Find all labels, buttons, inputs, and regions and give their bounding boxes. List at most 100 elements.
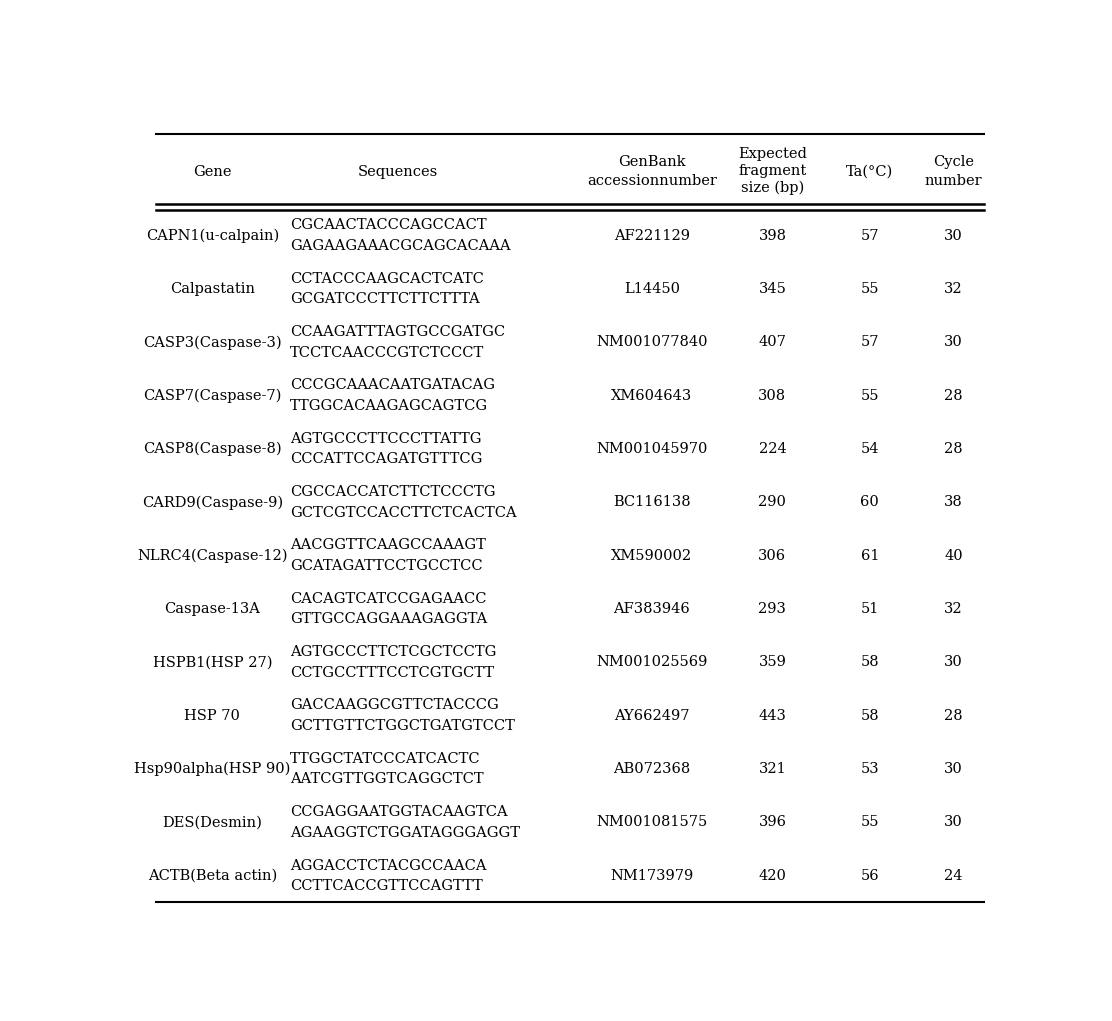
Text: 30: 30 bbox=[944, 762, 963, 776]
Text: NM001077840: NM001077840 bbox=[596, 335, 707, 349]
Text: 28: 28 bbox=[944, 709, 963, 723]
Text: CCTACCCAAGCACTCATC: CCTACCCAAGCACTCATC bbox=[290, 272, 484, 286]
Text: GCATAGATTCCTGCCTCC: GCATAGATTCCTGCCTCC bbox=[290, 558, 483, 573]
Text: 40: 40 bbox=[944, 548, 963, 563]
Text: 57: 57 bbox=[861, 229, 880, 243]
Text: Calpastatin: Calpastatin bbox=[170, 282, 255, 296]
Text: GAGAAGAAACGCAGCACAAA: GAGAAGAAACGCAGCACAAA bbox=[290, 239, 510, 253]
Text: NM001025569: NM001025569 bbox=[596, 655, 707, 670]
Text: CARD9(Caspase-9): CARD9(Caspase-9) bbox=[141, 495, 282, 509]
Text: NM001081575: NM001081575 bbox=[596, 816, 707, 829]
Text: 60: 60 bbox=[861, 495, 880, 509]
Text: 30: 30 bbox=[944, 816, 963, 829]
Text: GCTCGTCCACCTTCTCACTCA: GCTCGTCCACCTTCTCACTCA bbox=[290, 505, 516, 520]
Text: 32: 32 bbox=[944, 602, 963, 616]
Text: 53: 53 bbox=[861, 762, 880, 776]
Text: GCTTGTTCTGGCTGATGTCCT: GCTTGTTCTGGCTGATGTCCT bbox=[290, 719, 515, 733]
Text: TTGGCACAAGAGCAGTCG: TTGGCACAAGAGCAGTCG bbox=[290, 399, 488, 412]
Text: AF383946: AF383946 bbox=[614, 602, 691, 616]
Text: 407: 407 bbox=[758, 335, 786, 349]
Text: Hsp90alpha(HSP 90): Hsp90alpha(HSP 90) bbox=[135, 762, 290, 776]
Text: 396: 396 bbox=[758, 816, 786, 829]
Text: GenBank: GenBank bbox=[618, 155, 686, 169]
Text: CCGAGGAATGGTACAAGTCA: CCGAGGAATGGTACAAGTCA bbox=[290, 806, 507, 819]
Text: TTGGCTATCCCATCACTC: TTGGCTATCCCATCACTC bbox=[290, 751, 480, 766]
Text: CAPN1(u-calpain): CAPN1(u-calpain) bbox=[146, 229, 279, 243]
Text: 224: 224 bbox=[758, 442, 786, 456]
Text: AATCGTTGGTCAGGCTCT: AATCGTTGGTCAGGCTCT bbox=[290, 772, 484, 786]
Text: Gene: Gene bbox=[193, 164, 231, 179]
Text: 51: 51 bbox=[861, 602, 878, 616]
Text: CCCATTCCAGATGTTTCG: CCCATTCCAGATGTTTCG bbox=[290, 452, 483, 467]
Text: 55: 55 bbox=[861, 282, 880, 296]
Text: XM590002: XM590002 bbox=[612, 548, 693, 563]
Text: 30: 30 bbox=[944, 655, 963, 670]
Text: NLRC4(Caspase-12): NLRC4(Caspase-12) bbox=[137, 548, 288, 563]
Text: CGCCACCATCTTCTCCCTG: CGCCACCATCTTCTCCCTG bbox=[290, 485, 495, 499]
Text: CASP3(Caspase-3): CASP3(Caspase-3) bbox=[143, 335, 281, 349]
Text: AGGACCTCTACGCCAACA: AGGACCTCTACGCCAACA bbox=[290, 859, 486, 873]
Text: 55: 55 bbox=[861, 816, 880, 829]
Text: 308: 308 bbox=[758, 389, 786, 402]
Text: GTTGCCAGGAAAGAGGTA: GTTGCCAGGAAAGAGGTA bbox=[290, 613, 487, 626]
Text: Caspase-13A: Caspase-13A bbox=[165, 602, 260, 616]
Text: 290: 290 bbox=[758, 495, 786, 509]
Text: AACGGTTCAAGCCAAAGT: AACGGTTCAAGCCAAAGT bbox=[290, 538, 486, 552]
Text: 306: 306 bbox=[758, 548, 786, 563]
Text: 57: 57 bbox=[861, 335, 880, 349]
Text: 321: 321 bbox=[758, 762, 786, 776]
Text: AGTGCCCTTCCCTTATTG: AGTGCCCTTCCCTTATTG bbox=[290, 432, 481, 446]
Text: 24: 24 bbox=[944, 869, 963, 883]
Text: CGCAACTACCCAGCCACT: CGCAACTACCCAGCCACT bbox=[290, 218, 486, 233]
Text: AGAAGGTCTGGATAGGGAGGT: AGAAGGTCTGGATAGGGAGGT bbox=[290, 826, 519, 839]
Text: 28: 28 bbox=[944, 389, 963, 402]
Text: 398: 398 bbox=[758, 229, 786, 243]
Text: NM001045970: NM001045970 bbox=[596, 442, 707, 456]
Text: 420: 420 bbox=[758, 869, 786, 883]
Text: 293: 293 bbox=[758, 602, 786, 616]
Text: CCTGCCTTTCCTCGTGCTT: CCTGCCTTTCCTCGTGCTT bbox=[290, 666, 494, 680]
Text: AGTGCCCTTCTCGCTCCTG: AGTGCCCTTCTCGCTCCTG bbox=[290, 645, 496, 660]
Text: Expected: Expected bbox=[738, 147, 807, 161]
Text: size (bp): size (bp) bbox=[741, 180, 804, 195]
Text: XM604643: XM604643 bbox=[612, 389, 693, 402]
Text: 359: 359 bbox=[758, 655, 786, 670]
Text: 28: 28 bbox=[944, 442, 963, 456]
Text: Ta(°C): Ta(°C) bbox=[846, 164, 893, 179]
Text: GACCAAGGCGTTCTACCCG: GACCAAGGCGTTCTACCCG bbox=[290, 698, 498, 713]
Text: accessionnumber: accessionnumber bbox=[587, 175, 717, 188]
Text: 54: 54 bbox=[861, 442, 880, 456]
Text: HSP 70: HSP 70 bbox=[185, 709, 240, 723]
Text: number: number bbox=[924, 175, 982, 188]
Text: 56: 56 bbox=[861, 869, 880, 883]
Text: AY662497: AY662497 bbox=[614, 709, 689, 723]
Text: fragment: fragment bbox=[738, 163, 806, 178]
Text: AB072368: AB072368 bbox=[613, 762, 691, 776]
Text: Cycle: Cycle bbox=[933, 155, 974, 169]
Text: NM173979: NM173979 bbox=[610, 869, 694, 883]
Text: DES(Desmin): DES(Desmin) bbox=[162, 816, 262, 829]
Text: 345: 345 bbox=[758, 282, 786, 296]
Text: 32: 32 bbox=[944, 282, 963, 296]
Text: 30: 30 bbox=[944, 229, 963, 243]
Text: CACAGTCATCCGAGAACC: CACAGTCATCCGAGAACC bbox=[290, 592, 486, 605]
Text: 30: 30 bbox=[944, 335, 963, 349]
Text: CASP7(Caspase-7): CASP7(Caspase-7) bbox=[143, 388, 281, 403]
Text: CCAAGATTTAGTGCCGATGC: CCAAGATTTAGTGCCGATGC bbox=[290, 325, 505, 339]
Text: 58: 58 bbox=[861, 655, 880, 670]
Text: 443: 443 bbox=[758, 709, 786, 723]
Text: L14450: L14450 bbox=[624, 282, 679, 296]
Text: Sequences: Sequences bbox=[357, 164, 438, 179]
Text: 55: 55 bbox=[861, 389, 880, 402]
Text: ACTB(Beta actin): ACTB(Beta actin) bbox=[148, 869, 277, 883]
Text: TCCTCAACCCGTCTCCCT: TCCTCAACCCGTCTCCCT bbox=[290, 345, 484, 359]
Text: 38: 38 bbox=[944, 495, 963, 509]
Text: CASP8(Caspase-8): CASP8(Caspase-8) bbox=[143, 442, 281, 456]
Text: AF221129: AF221129 bbox=[614, 229, 689, 243]
Text: CCTTCACCGTTCCAGTTT: CCTTCACCGTTCCAGTTT bbox=[290, 879, 483, 893]
Text: HSPB1(HSP 27): HSPB1(HSP 27) bbox=[152, 655, 272, 670]
Text: CCCGCAAACAATGATACAG: CCCGCAAACAATGATACAG bbox=[290, 379, 495, 392]
Text: GCGATCCCTTCTTCTTTA: GCGATCCCTTCTTCTTTA bbox=[290, 292, 479, 306]
Text: BC116138: BC116138 bbox=[613, 495, 691, 509]
Text: 61: 61 bbox=[861, 548, 880, 563]
